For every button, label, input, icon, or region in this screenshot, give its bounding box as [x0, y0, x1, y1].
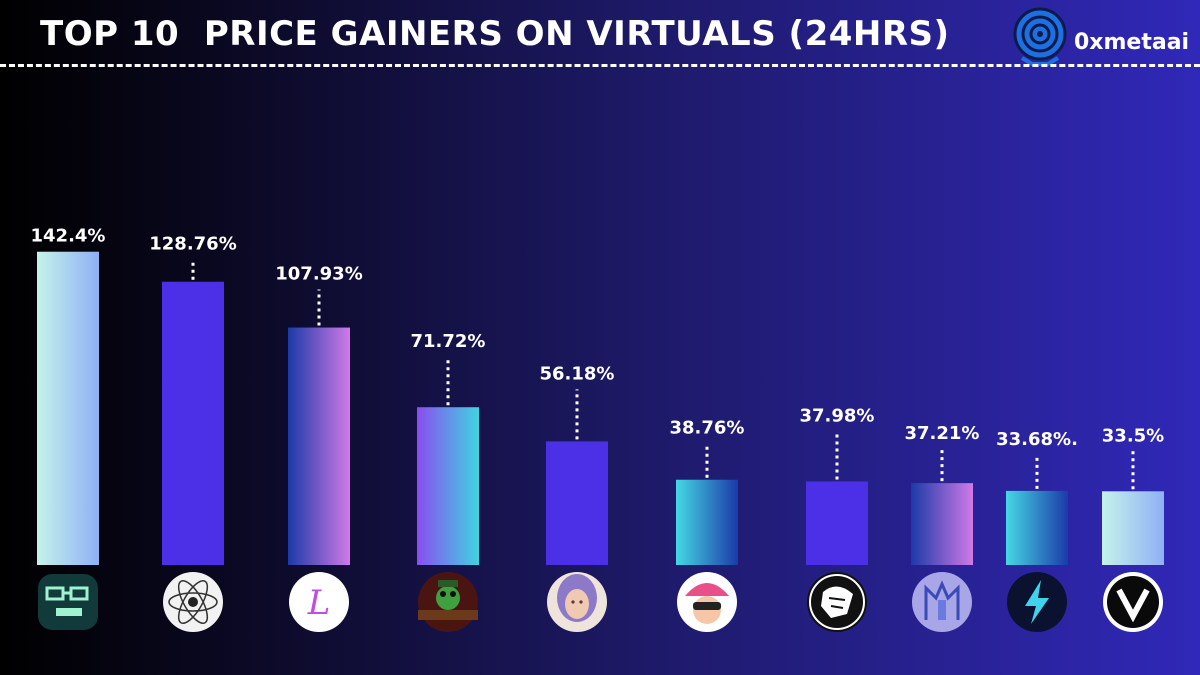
bar: [288, 327, 350, 565]
chart-title: TOP 10 PRICE GAINERS ON VIRTUALS (24HRS): [40, 14, 950, 54]
frog-character-icon: [418, 572, 478, 632]
bar-value-label: 71.72%: [411, 331, 486, 352]
bar: [417, 407, 479, 565]
bar: [546, 441, 608, 565]
bar-value-label: 38.76%: [670, 418, 745, 439]
bar: [911, 483, 973, 565]
lion-head-icon: [807, 572, 867, 632]
cap-girl-avatar-icon: [677, 572, 737, 632]
bar-value-label: 33.5%: [1102, 425, 1164, 446]
header: TOP 10 PRICE GAINERS ON VIRTUALS (24HRS)…: [0, 0, 1200, 67]
bar: [162, 281, 224, 565]
bar-value-label: 142.4%: [31, 226, 106, 247]
bar-value-label: 128.76%: [149, 234, 237, 255]
brand-name: 0xmetaai: [1074, 30, 1190, 55]
bar: [37, 251, 99, 565]
bar: [806, 481, 868, 565]
atom-sketch-icon: [163, 572, 223, 632]
bar: [1102, 491, 1164, 565]
header-divider: [0, 64, 1200, 67]
bar: [676, 479, 738, 565]
bar-value-label: 37.21%: [905, 423, 980, 444]
bar-value-label: 37.98%: [800, 405, 875, 426]
bar-value-label: 33.68%.: [996, 429, 1078, 450]
script-l-icon: L: [289, 572, 349, 632]
v-logo-icon: [1103, 572, 1163, 632]
bar: [1006, 490, 1068, 565]
glasses-robot-icon: [38, 574, 98, 630]
blue-shield-art-icon: [912, 572, 972, 632]
woman-portrait-icon: [547, 572, 607, 632]
bar-value-label: 107.93%: [275, 264, 363, 285]
lightning-bolt-icon: [1007, 572, 1067, 632]
svg-text:L: L: [307, 583, 331, 623]
bar-value-label: 56.18%: [540, 363, 615, 384]
